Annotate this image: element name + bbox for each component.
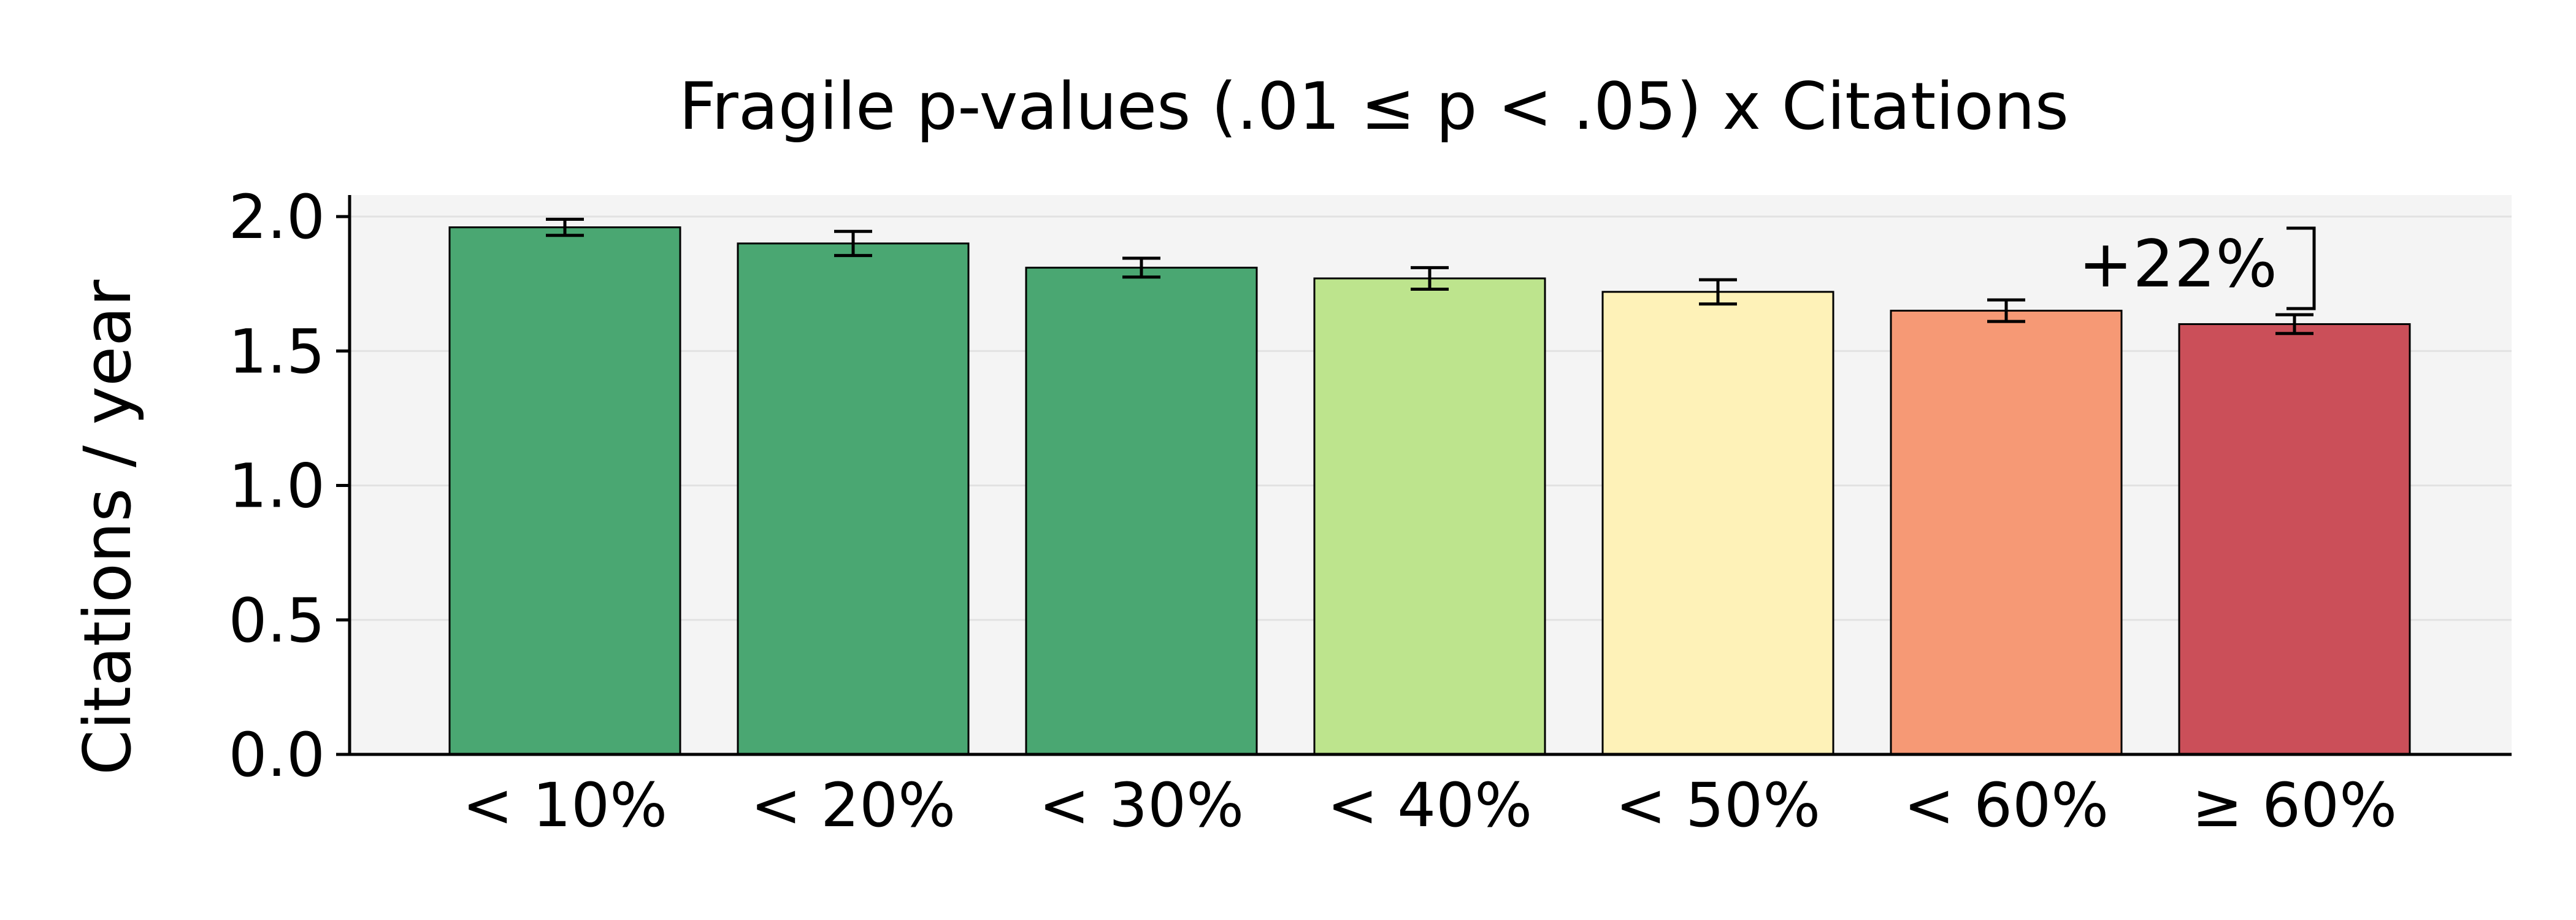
x-tick-label: ≥ 60%: [2192, 770, 2397, 841]
y-tick-label: 0.5: [229, 586, 325, 656]
y-tick-label: 2.0: [229, 182, 325, 253]
y-tick-label: 0.0: [229, 720, 325, 791]
error-bars: [546, 217, 2313, 335]
x-tick-label: < 10%: [462, 770, 667, 841]
x-tick-label: < 50%: [1616, 770, 1820, 841]
bars: [448, 226, 2411, 756]
x-tick-label: < 30%: [1039, 770, 1244, 841]
annotation-label: +22%: [2079, 226, 2277, 302]
y-ticks: 0.0 0.5 1.0 1.5 2.0: [229, 182, 350, 791]
bar: [1601, 291, 1834, 756]
x-tick-label: < 40%: [1327, 770, 1532, 841]
bar: [1313, 277, 1546, 756]
bar: [2178, 323, 2411, 756]
axes: [348, 195, 2512, 756]
x-ticks: < 10% < 20% < 30% < 40% < 50% < 60% ≥ 60%: [462, 770, 2397, 841]
annotation-bracket: [2287, 226, 2316, 310]
bar: [1025, 266, 1258, 756]
bar: [448, 226, 681, 756]
y-tick-label: 1.5: [229, 316, 325, 387]
y-tick-label: 1.0: [229, 451, 325, 522]
y-axis-label: Citations / year: [70, 280, 145, 775]
annotation: +22%: [2079, 226, 2316, 310]
bar: [1890, 310, 2123, 756]
bar: [737, 242, 970, 756]
x-tick-label: < 20%: [751, 770, 956, 841]
x-tick-label: < 60%: [1904, 770, 2109, 841]
chart-title: Fragile p-values (.01 ≤ p < .05) x Citat…: [679, 69, 2069, 144]
